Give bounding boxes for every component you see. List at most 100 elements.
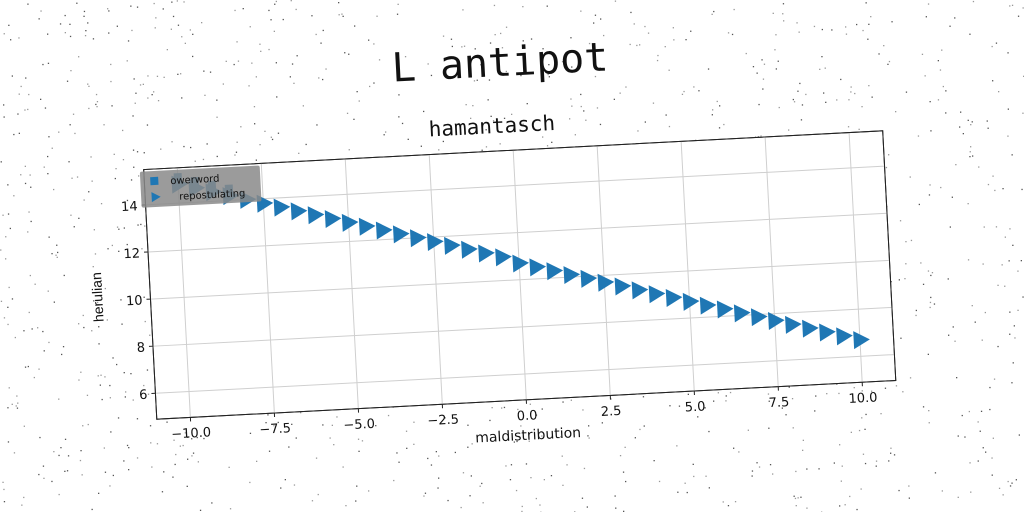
noise-speck: [571, 66, 573, 68]
noise-speck: [78, 56, 80, 58]
noise-speck: [11, 403, 13, 405]
noise-speck: [888, 154, 890, 156]
noise-speck: [657, 54, 659, 57]
noise-speck: [358, 100, 360, 102]
noise-speck: [69, 35, 72, 38]
noise-speck: [325, 68, 327, 70]
noise-speck: [471, 443, 473, 445]
noise-speck: [861, 106, 863, 108]
noise-speck: [492, 120, 495, 122]
noise-speck: [644, 25, 646, 28]
noise-speck: [615, 507, 617, 509]
noise-speck: [1020, 260, 1022, 262]
noise-speck: [669, 405, 671, 407]
noise-speck: [601, 422, 603, 424]
noise-speck: [825, 101, 827, 103]
noise-speck: [940, 186, 942, 189]
noise-speck: [470, 475, 472, 477]
noise-speck: [890, 447, 892, 449]
noise-speck: [55, 254, 57, 256]
noise-speck: [909, 176, 911, 178]
noise-speck: [636, 44, 638, 47]
noise-speck: [677, 491, 679, 493]
noise-speck: [295, 437, 297, 439]
noise-speck: [542, 136, 544, 138]
noise-speck: [78, 323, 80, 325]
noise-speck: [797, 90, 799, 92]
noise-speck: [692, 463, 694, 465]
noise-speck: [57, 251, 59, 254]
noise-speck: [473, 80, 476, 82]
noise-speck: [927, 270, 930, 272]
data-point-repostulating: [699, 296, 717, 315]
noise-speck: [277, 421, 279, 424]
noise-speck: [474, 48, 476, 50]
noise-speck: [29, 274, 31, 277]
noise-speck: [8, 387, 10, 389]
noise-speck: [929, 301, 932, 304]
noise-speck: [123, 227, 125, 229]
noise-speck: [927, 353, 929, 355]
noise-speck: [792, 98, 794, 101]
data-point-repostulating: [836, 327, 853, 346]
noise-speck: [561, 455, 563, 457]
noise-speck: [95, 103, 97, 106]
noise-speck: [134, 102, 136, 104]
noise-speck: [968, 410, 970, 413]
noise-speck: [162, 8, 164, 10]
noise-speck: [182, 444, 184, 447]
noise-speck: [997, 345, 999, 348]
noise-speck: [109, 384, 111, 387]
noise-speck: [768, 427, 770, 429]
noise-speck: [908, 497, 910, 499]
noise-speck: [78, 217, 80, 219]
noise-speck: [216, 155, 218, 158]
noise-speck: [128, 447, 130, 449]
noise-speck: [64, 438, 67, 440]
noise-speck: [472, 105, 474, 107]
noise-speck: [92, 38, 95, 40]
noise-speck: [117, 417, 120, 419]
noise-speck: [140, 223, 142, 226]
data-point-repostulating: [802, 319, 819, 338]
data-point-repostulating: [733, 304, 751, 323]
x-tick-label: 5.0: [684, 399, 705, 415]
noise-speck: [447, 499, 449, 502]
noise-speck: [758, 103, 760, 106]
noise-speck: [865, 413, 867, 416]
noise-speck: [949, 226, 951, 228]
noise-speck: [126, 60, 128, 62]
noise-speck: [840, 78, 842, 81]
noise-speck: [991, 474, 993, 476]
noise-speck: [945, 112, 947, 114]
noise-speck: [582, 409, 584, 411]
noise-speck: [132, 149, 135, 151]
noise-speck: [270, 19, 272, 21]
noise-speck: [792, 427, 794, 429]
noise-speck: [98, 326, 100, 328]
noise-speck: [902, 391, 904, 393]
noise-speck: [647, 32, 650, 34]
noise-speck: [930, 130, 932, 132]
x-tick-label: 7.5: [768, 395, 789, 411]
noise-speck: [229, 508, 232, 510]
noise-speck: [725, 400, 727, 402]
noise-speck: [68, 161, 70, 163]
noise-speck: [871, 390, 873, 392]
noise-speck: [794, 497, 797, 500]
noise-speck: [302, 105, 304, 107]
noise-speck: [53, 301, 55, 303]
noise-speck: [174, 463, 176, 466]
noise-speck: [489, 419, 491, 422]
noise-speck: [995, 42, 998, 44]
noise-speck: [393, 479, 395, 482]
noise-speck: [462, 9, 464, 11]
noise-speck: [383, 134, 385, 136]
noise-speck: [799, 82, 801, 85]
noise-speck: [268, 48, 270, 51]
noise-speck: [476, 128, 478, 130]
noise-speck: [86, 394, 89, 396]
noise-speck: [10, 39, 12, 41]
noise-speck: [574, 134, 576, 136]
chart-title: hamantasch: [428, 111, 556, 142]
